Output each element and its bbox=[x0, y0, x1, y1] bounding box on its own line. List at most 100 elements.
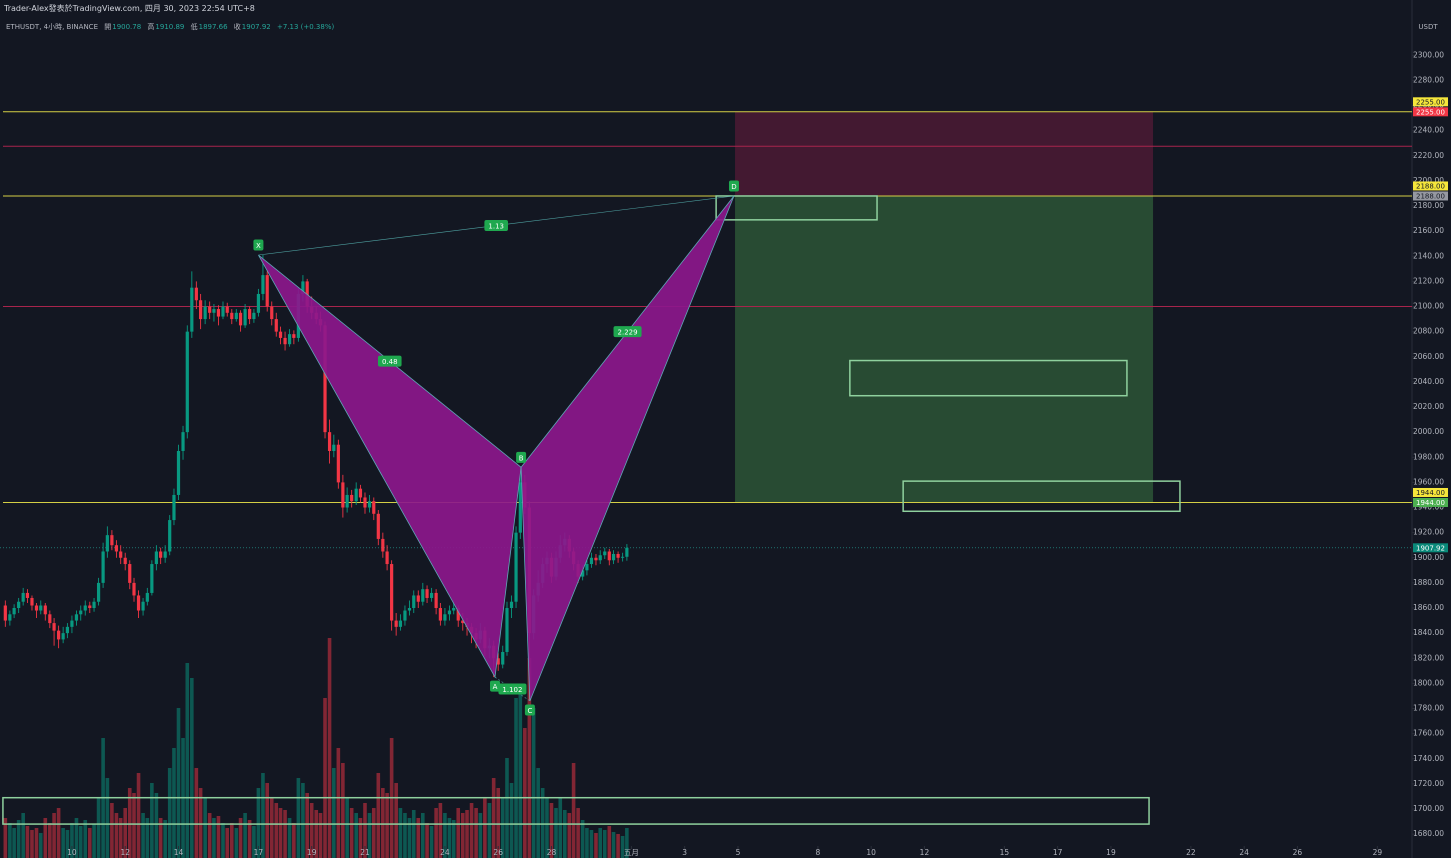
ohlc-key: 高 bbox=[147, 23, 155, 31]
candle-body bbox=[505, 608, 509, 652]
ratio-bg bbox=[613, 326, 642, 338]
volume-bar bbox=[332, 768, 336, 858]
candle-body bbox=[358, 488, 363, 498]
volume-bar bbox=[327, 638, 332, 858]
volume-bar bbox=[252, 826, 256, 858]
volume-bar bbox=[594, 833, 598, 858]
volume-bar bbox=[238, 818, 243, 858]
candle-body bbox=[283, 337, 287, 345]
price-tag bbox=[1413, 487, 1448, 497]
price-tag-label: 2255.00 bbox=[1416, 108, 1445, 116]
candle-body bbox=[452, 608, 456, 611]
candle-body bbox=[221, 306, 225, 317]
candle-body bbox=[79, 610, 83, 615]
candle-body bbox=[243, 309, 247, 326]
candle-body bbox=[261, 275, 265, 294]
candle-body bbox=[443, 614, 447, 621]
candle-body bbox=[327, 432, 332, 451]
candle-body bbox=[61, 633, 65, 640]
volume-bar bbox=[48, 823, 52, 858]
y-tick-label: 1860.00 bbox=[1413, 603, 1444, 612]
x-tick-label: 19 bbox=[1106, 848, 1116, 857]
candle-body bbox=[345, 494, 349, 508]
x-tick-label: 21 bbox=[360, 848, 370, 857]
volume-bar bbox=[203, 798, 207, 858]
x-tick-label: 10 bbox=[67, 848, 77, 857]
price-tag bbox=[1413, 543, 1448, 553]
candle-body bbox=[3, 605, 7, 621]
candle-body bbox=[141, 601, 145, 611]
volume-bar bbox=[371, 808, 376, 858]
volume-bar bbox=[496, 788, 500, 858]
y-tick-label: 1900.00 bbox=[1413, 553, 1444, 562]
y-tick-label: 1880.00 bbox=[1413, 578, 1444, 587]
volume-bar bbox=[451, 820, 456, 858]
candle-body bbox=[168, 520, 172, 552]
volume-bar bbox=[398, 808, 403, 858]
y-tick-label: 2080.00 bbox=[1413, 327, 1444, 336]
x-tick-label: 12 bbox=[920, 848, 930, 857]
volume-bar bbox=[421, 813, 425, 858]
zone-box bbox=[849, 359, 1128, 397]
x-tick-label: 17 bbox=[254, 848, 264, 857]
x-tick-label: 26 bbox=[493, 848, 503, 857]
candle-body bbox=[434, 592, 438, 609]
candle-body bbox=[385, 551, 389, 565]
candle-body bbox=[248, 309, 252, 320]
volume-bar bbox=[314, 810, 319, 858]
candle-body bbox=[603, 551, 607, 556]
target-zone bbox=[735, 195, 1154, 503]
volume-bar bbox=[558, 798, 563, 858]
candle-body bbox=[136, 595, 141, 611]
candle-body bbox=[589, 557, 594, 565]
x-tick-label: 24 bbox=[1239, 848, 1249, 857]
candle-body bbox=[208, 306, 212, 313]
point-bg bbox=[253, 239, 264, 251]
candle-body bbox=[92, 601, 96, 609]
volume-bar bbox=[163, 820, 167, 858]
price-tag bbox=[1413, 497, 1448, 507]
y-tick-label: 2180.00 bbox=[1413, 201, 1444, 210]
zone-box bbox=[715, 195, 878, 221]
candle-body bbox=[252, 312, 256, 320]
volume-bar bbox=[394, 783, 398, 858]
candle-body bbox=[403, 610, 407, 621]
x-tick-label: 5 bbox=[736, 848, 741, 857]
x-tick-label: 19 bbox=[307, 848, 317, 857]
volume-bar bbox=[283, 810, 287, 858]
candle-body bbox=[438, 608, 442, 621]
volume-bar bbox=[225, 828, 230, 858]
x-tick-label: 12 bbox=[120, 848, 130, 857]
candle-body bbox=[96, 582, 101, 602]
volume-bar bbox=[465, 810, 469, 858]
price-tag-label: 2188.00 bbox=[1416, 182, 1445, 190]
volume-bar bbox=[83, 820, 88, 858]
legend: ETHUSDT, 4小時, BINANCE 開1900.78 高1910.89 … bbox=[6, 22, 338, 32]
candle-body bbox=[425, 589, 429, 598]
zone-box bbox=[902, 480, 1181, 513]
candle-body bbox=[456, 608, 460, 621]
y-tick-label: 2000.00 bbox=[1413, 427, 1444, 436]
candle-body bbox=[278, 331, 283, 338]
volume-bar bbox=[176, 708, 181, 858]
y-tick-label: 1760.00 bbox=[1413, 729, 1444, 738]
candle-body bbox=[367, 501, 372, 508]
y-tick-label: 2140.00 bbox=[1413, 251, 1444, 260]
volume-bar bbox=[531, 708, 536, 858]
y-tick-label: 2040.00 bbox=[1413, 377, 1444, 386]
candle-body bbox=[594, 557, 598, 561]
candle-body bbox=[621, 556, 625, 558]
candle-body bbox=[203, 306, 207, 320]
candle-body bbox=[625, 547, 629, 557]
candle-body bbox=[350, 494, 354, 502]
volume-bar bbox=[443, 813, 447, 858]
volume-bar bbox=[25, 826, 30, 858]
candle-body bbox=[390, 564, 394, 621]
volume-bar bbox=[207, 813, 212, 858]
ohlc-key: 收 bbox=[233, 23, 241, 31]
volume-bar bbox=[185, 663, 190, 858]
x-tick-label: 10 bbox=[866, 848, 876, 857]
volume-bar bbox=[309, 803, 314, 858]
volume-bar bbox=[523, 728, 527, 858]
volume-bar bbox=[212, 818, 216, 858]
